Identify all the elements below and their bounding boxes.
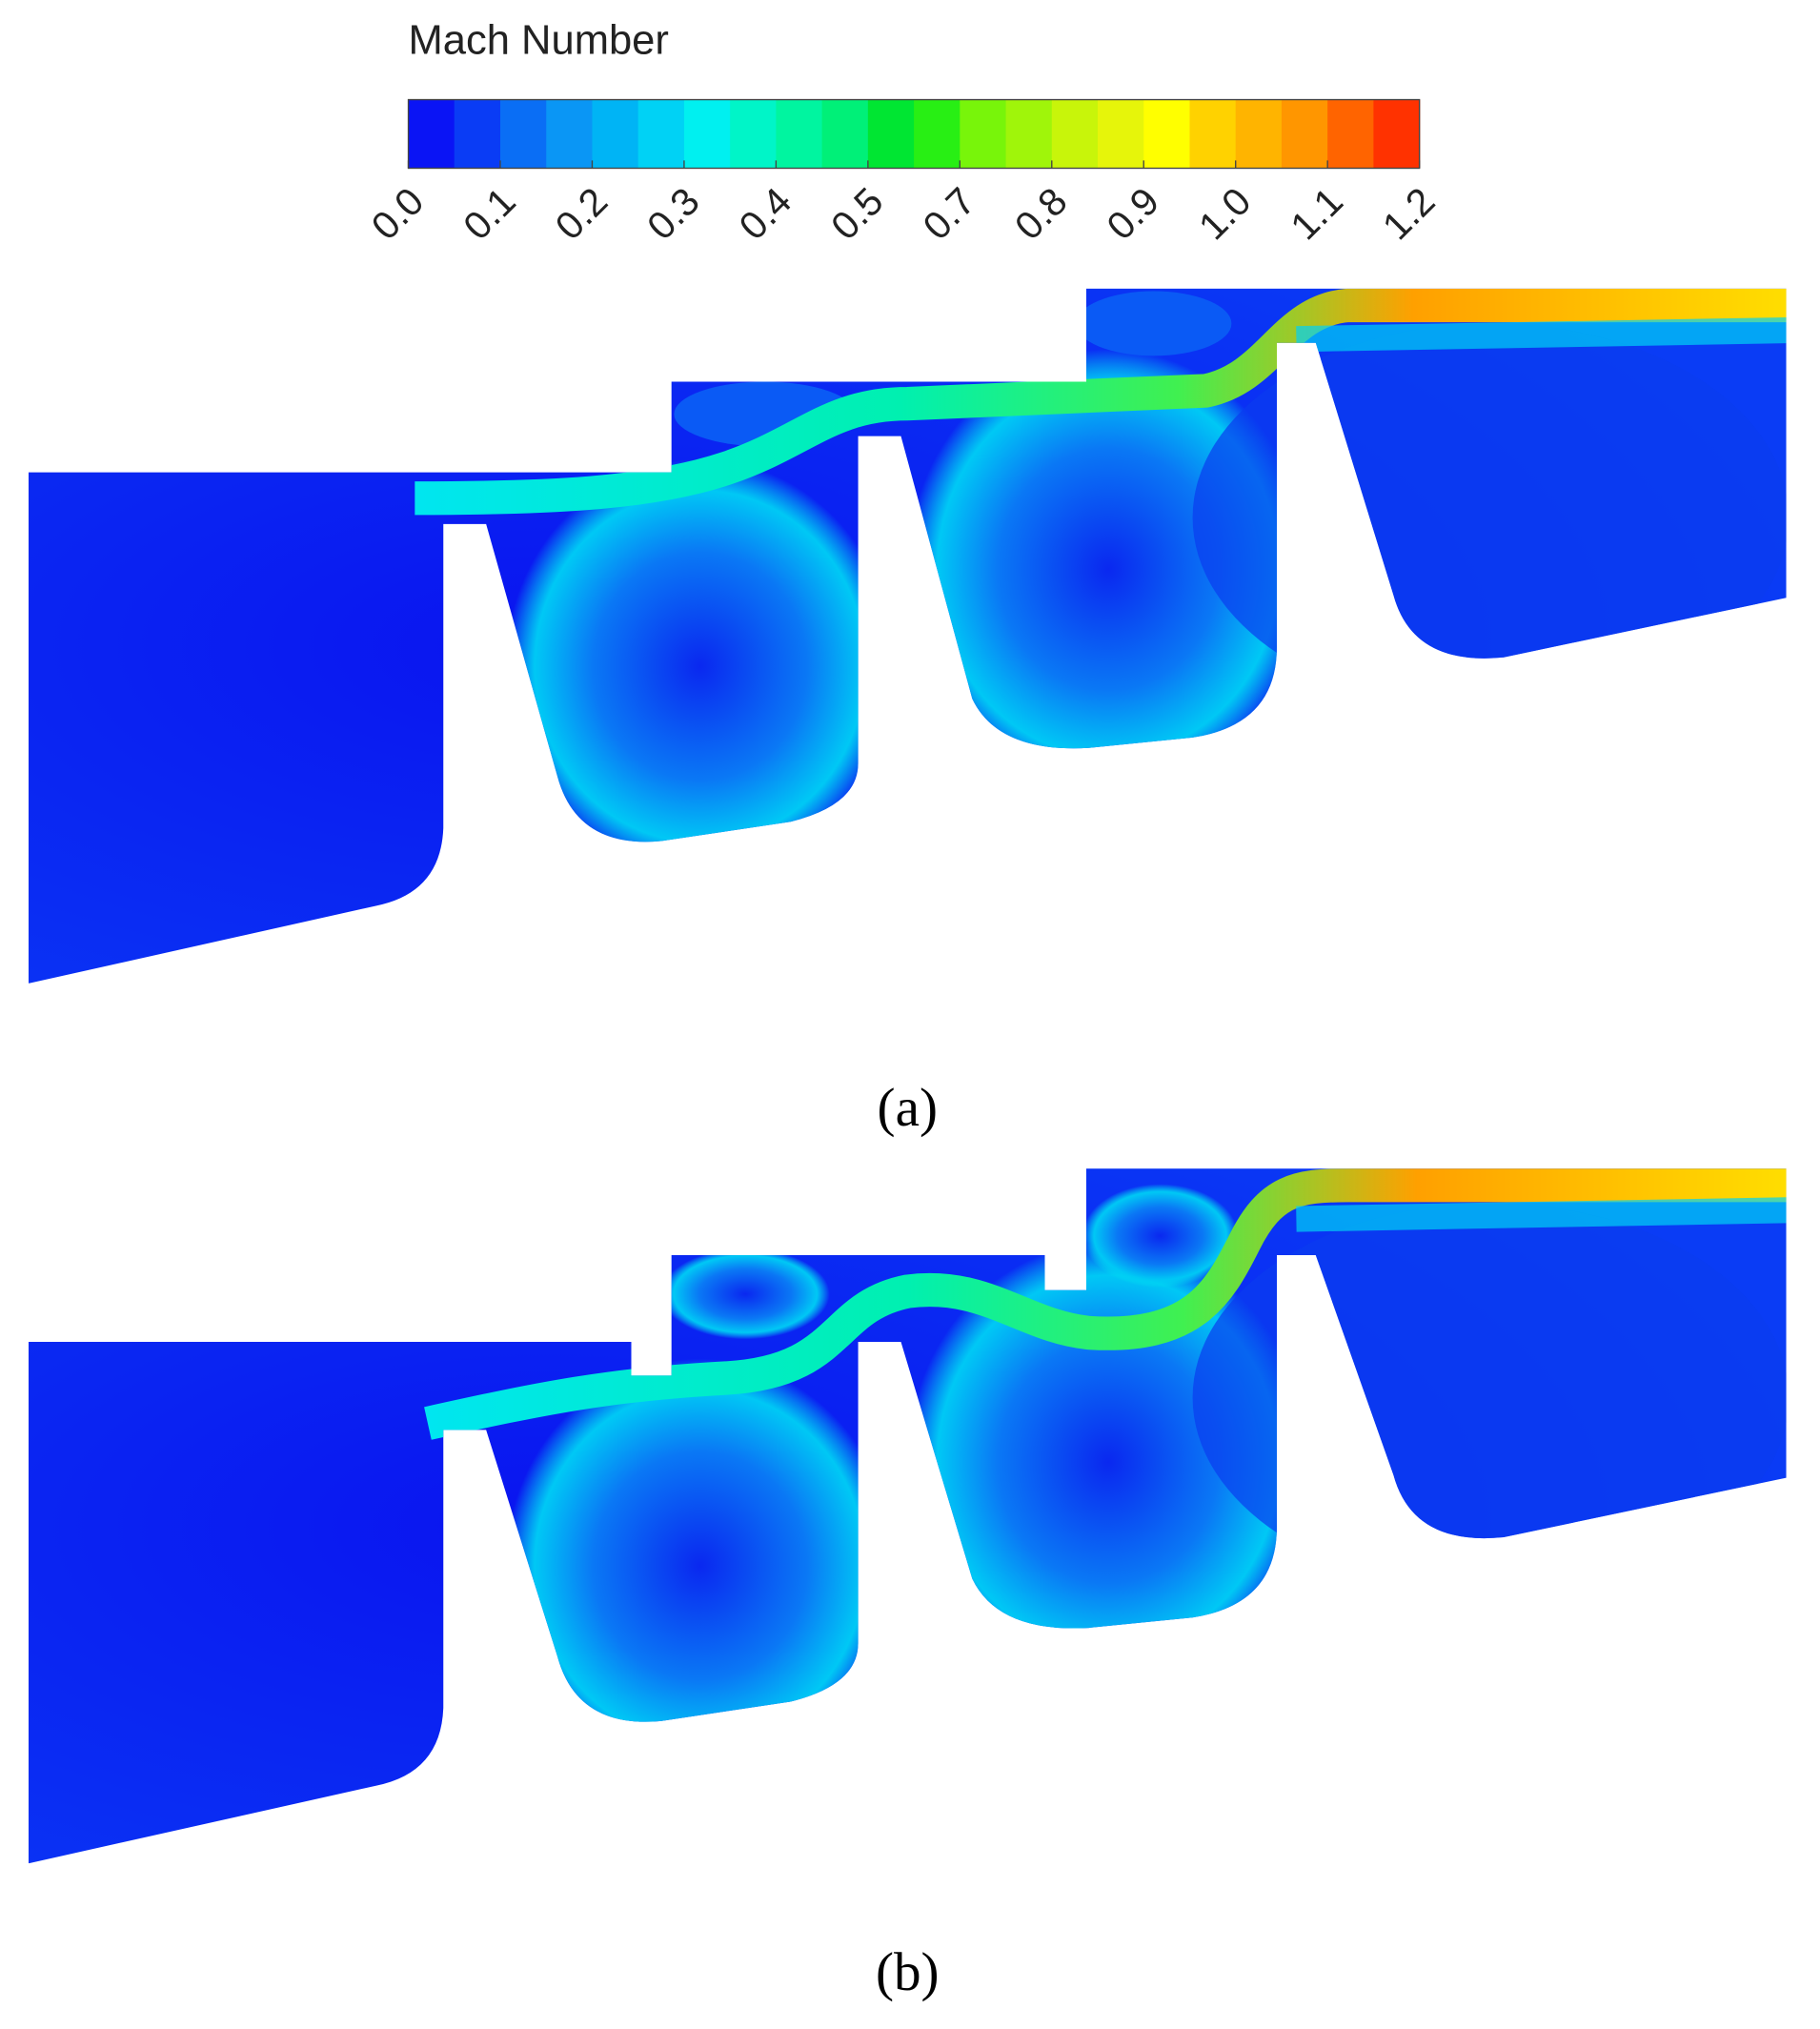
color-band [1098,99,1144,169]
tick-label: 0.4 [731,179,800,249]
jet [424,1168,1787,1440]
cavity [505,459,895,874]
contour-b [28,1168,1787,1864]
colorbar-title: Mach Number [409,17,669,63]
color-band [1005,99,1053,169]
color-band [1235,99,1283,169]
color-band [546,99,594,169]
tick-label: 1.2 [1374,179,1444,249]
color-band [1051,99,1099,169]
vortex [660,1248,830,1340]
contour-a [28,288,1787,984]
vortex [1076,291,1232,356]
shear-layer [1296,316,1787,353]
tick-label: 0.0 [363,179,433,249]
color-band [499,99,547,169]
color-band [821,99,869,169]
color-band [776,99,823,169]
color-band [1189,99,1237,169]
color-band [592,99,639,169]
color-band [454,99,501,169]
cavity [1192,1203,1787,1593]
panel-label: (a) [878,1078,938,1138]
color-band [960,99,1007,169]
tick-label: 0.8 [1006,179,1076,249]
color-band [730,99,778,169]
color-band [637,99,685,169]
color-band [1327,99,1375,169]
tick-label: 0.9 [1098,179,1167,249]
color-band [683,99,731,169]
cavity [505,1358,895,1774]
tick-label: 0.5 [822,179,892,249]
color-band [914,99,961,169]
shear-layer [1296,1196,1787,1232]
tick-label: 0.7 [915,179,984,249]
panel-label: (b) [876,1942,940,2002]
color-band [1373,99,1421,169]
color-band [1281,99,1328,169]
tick-label: 0.3 [638,179,708,249]
color-band [867,99,915,169]
colorbar-frame [407,98,1421,170]
tick-label: 1.0 [1190,179,1260,249]
color-band [408,99,455,169]
color-band [1143,99,1191,169]
tick-label: 1.1 [1282,179,1351,249]
cavity [1192,323,1787,712]
vortex [1082,1184,1239,1288]
tick-label: 0.2 [547,179,617,249]
colorbar: 0.0 0.1 0.2 0.3 0.4 0.5 0.7 0.8 0.9 1.0 1.1 1.2 [363,98,1444,249]
tick-label: 0.1 [455,179,524,249]
